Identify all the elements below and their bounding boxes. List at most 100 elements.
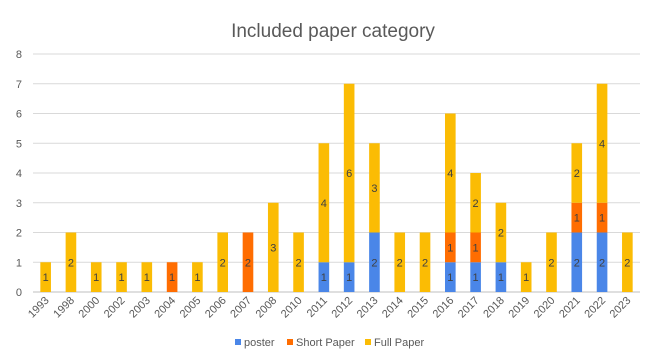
x-tick-label: 2000	[77, 295, 103, 321]
data-label: 2	[574, 257, 580, 269]
bar-segment	[470, 173, 481, 233]
bar-segment	[318, 262, 330, 292]
bar-segment	[445, 262, 456, 292]
data-label: 2	[498, 228, 504, 240]
bar-segment	[445, 232, 456, 263]
x-tick-label: 2018	[481, 295, 507, 321]
bar-segment	[470, 262, 481, 292]
bar-segment	[495, 262, 507, 292]
bar-segment	[546, 232, 557, 292]
data-label: 1	[447, 272, 453, 284]
data-label: 2	[68, 257, 74, 269]
data-label: 2	[599, 257, 605, 269]
bar-segment	[318, 143, 330, 263]
legend-label: Short Paper	[296, 337, 355, 349]
data-label: 2	[371, 257, 377, 269]
y-tick-label: 8	[16, 49, 22, 61]
bar-segment	[192, 262, 203, 292]
x-tick-label: 2011	[305, 295, 330, 320]
x-tick-label: 2003	[127, 295, 153, 321]
x-tick-label: 2019	[507, 295, 533, 321]
chart-title: Included paper category	[231, 21, 435, 42]
bar-segment	[343, 262, 355, 292]
data-label: 2	[548, 257, 554, 269]
data-label: 1	[599, 213, 605, 225]
x-tick-label: 2004	[152, 295, 178, 321]
x-tick-label: 2016	[431, 295, 457, 321]
bar-segment	[495, 202, 507, 263]
bar-segment	[293, 232, 304, 292]
legend-swatch	[235, 339, 241, 345]
bar-segment	[90, 262, 102, 292]
bar-segment	[571, 143, 583, 203]
data-label: 1	[447, 242, 453, 254]
legend-swatch	[365, 339, 371, 345]
data-label: 4	[447, 168, 453, 180]
data-label: 2	[473, 198, 479, 210]
data-label: 1	[498, 272, 504, 284]
data-label: 1	[194, 272, 200, 284]
x-tick-label: 2010	[279, 295, 305, 321]
y-tick-label: 4	[16, 168, 22, 180]
data-label: 1	[93, 272, 99, 284]
data-label: 1	[321, 272, 327, 284]
bars: 1 2 1 1 1 1 1 2 2 3 2 1 4 1 6 2 3 2 2 1 1 4 1 1 2 1 2 1 2 2 1 2 2 1 4 2	[40, 83, 633, 292]
legend-swatch	[287, 339, 293, 345]
data-label: 1	[118, 272, 124, 284]
bar-segment	[141, 262, 153, 292]
data-label: 3	[371, 183, 377, 195]
data-label: 1	[43, 272, 49, 284]
data-label: 2	[245, 257, 251, 269]
x-tick-label: 2014	[380, 295, 406, 321]
data-label: 1	[144, 272, 150, 284]
x-tick-label: 2008	[254, 295, 280, 321]
x-tick-label: 1993	[26, 295, 52, 321]
legend-label: poster	[244, 337, 275, 349]
x-tick-label: 2012	[329, 295, 355, 321]
x-tick-label: 2015	[405, 295, 431, 321]
y-tick-label: 2	[16, 228, 22, 240]
x-tick-label: 2017	[456, 295, 482, 321]
data-label: 2	[296, 257, 302, 269]
y-tick-label: 5	[16, 138, 22, 150]
bar-segment	[596, 232, 608, 292]
bar-segment	[394, 232, 406, 292]
x-tick-label: 2013	[355, 295, 381, 321]
y-tick-label: 1	[16, 257, 22, 269]
data-label: 2	[574, 168, 580, 180]
data-label: 4	[599, 138, 605, 150]
data-label: 2	[397, 257, 403, 269]
bar-segment	[571, 202, 583, 233]
bar-segment	[445, 113, 456, 233]
data-label: 1	[574, 213, 580, 225]
bar-segment	[596, 202, 608, 233]
x-tick-label: 1998	[51, 295, 77, 321]
y-axis-ticks: 0 1 2 3 4 5 6 7 8	[16, 49, 22, 299]
x-tick-label: 2005	[178, 295, 204, 321]
x-tick-label: 2023	[608, 295, 634, 321]
data-label: 2	[624, 257, 630, 269]
y-tick-label: 3	[16, 198, 22, 210]
bar-segment	[369, 143, 380, 233]
bar-segment	[596, 83, 608, 203]
x-tick-label: 2020	[532, 295, 558, 321]
data-label: 1	[473, 272, 479, 284]
legend-label: Full Paper	[374, 337, 424, 349]
x-axis-ticks: 1993 1998 2000 2002 2003 2004 2005 2006 2007 2008…	[26, 295, 634, 321]
data-label: 2	[422, 257, 428, 269]
x-tick-label: 2007	[228, 295, 254, 321]
bar-segment	[470, 232, 481, 263]
bar-segment	[419, 232, 431, 292]
data-label: 3	[270, 242, 276, 254]
data-label: 1	[473, 242, 479, 254]
x-tick-label: 2006	[203, 295, 229, 321]
data-label: 4	[321, 198, 327, 210]
data-label: 1	[523, 272, 529, 284]
y-tick-label: 0	[16, 287, 22, 299]
bar-segment	[520, 262, 532, 292]
legend: poster Short Paper Full Paper	[235, 337, 424, 349]
y-tick-label: 6	[16, 109, 22, 121]
bar-segment	[40, 262, 51, 292]
data-label: 1	[169, 272, 175, 284]
